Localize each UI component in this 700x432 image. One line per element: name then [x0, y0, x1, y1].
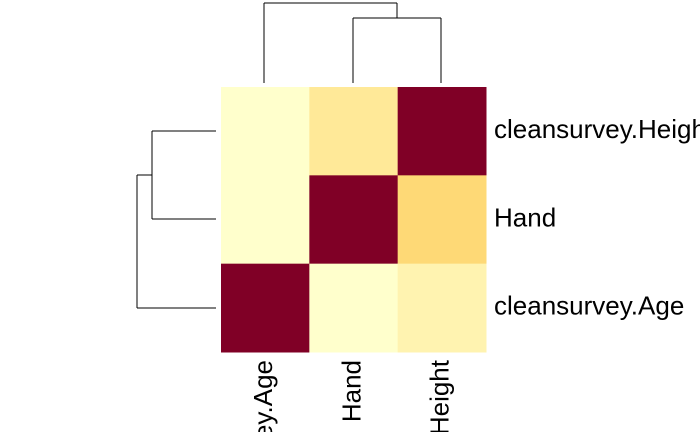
heatmap-cell: [309, 263, 399, 353]
column-label: cleansurvey.Height: [425, 359, 455, 432]
column-label: Hand: [336, 360, 366, 422]
heatmap-cell: [309, 175, 399, 265]
heatmap-cell: [309, 87, 399, 176]
heatmap-cell: [397, 87, 487, 176]
column-dendrogram: [263, 2, 442, 83]
row-label: cleansurvey.Height: [494, 114, 700, 144]
heatmap-cell: [397, 263, 487, 353]
heatmap-cell: [221, 175, 310, 265]
row-label: Hand: [494, 202, 556, 232]
column-label: cleansurvey.Age: [248, 360, 278, 432]
row-dendrogram: [136, 130, 216, 309]
heatmap-cell: [221, 263, 310, 353]
heatmap-cell: [221, 87, 310, 176]
heatmap-cell: [397, 175, 487, 265]
row-label: cleansurvey.Age: [494, 291, 684, 321]
